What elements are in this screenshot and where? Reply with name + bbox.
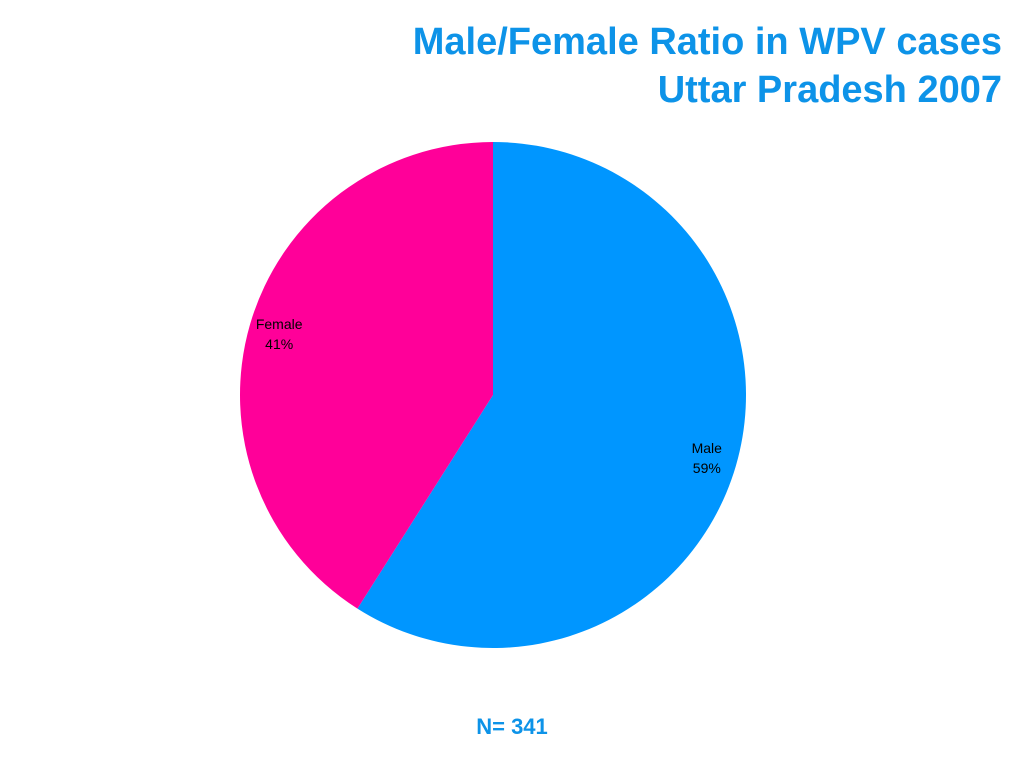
chart-title-line1: Male/Female Ratio in WPV cases [412,21,1002,63]
slice-value-male: 59% [693,460,721,476]
sample-size-note: N= 341 [476,714,548,739]
slice-value-female: 41% [265,336,293,352]
slice-label-female: Female [256,316,303,332]
chart-title: Male/Female Ratio in WPV cases Uttar Pra… [413,18,1002,114]
slice-label-male: Male [692,440,723,456]
pie-slice-male [357,142,746,648]
chart-title-line2: Uttar Pradesh 2007 [657,69,1002,111]
pie-slice-female [239,142,493,609]
